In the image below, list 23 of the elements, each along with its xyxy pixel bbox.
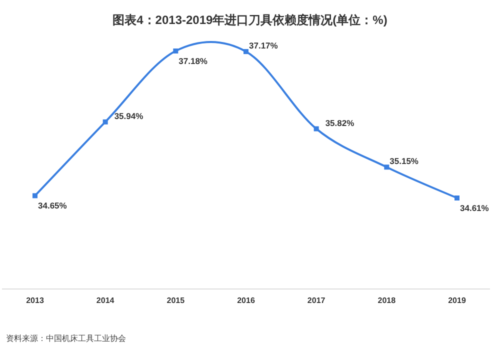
data-label: 34.65%: [38, 200, 68, 211]
data-label: 34.61%: [460, 203, 490, 213]
x-tick-label: 2014: [96, 296, 115, 305]
point: [314, 126, 319, 132]
point: [384, 164, 390, 170]
data-label: 35.82%: [325, 118, 355, 128]
x-tick-label: 2019: [448, 296, 466, 305]
data-label: 37.17%: [249, 40, 278, 51]
chart-title: 图表4：2013-2019年进口刀具依赖度情况(单位：%): [112, 13, 388, 27]
data-label: 35.94%: [114, 110, 144, 121]
data-label: 37.18%: [178, 56, 208, 66]
x-tick-label: 2016: [237, 296, 256, 305]
data-label: 35.15%: [390, 156, 419, 166]
point: [102, 119, 108, 124]
text: 资料来源：中国机床工具工业协会: [6, 334, 126, 343]
point: [173, 48, 178, 54]
point: [32, 193, 38, 198]
x-tick-label: 2015: [166, 296, 186, 305]
point: [244, 49, 248, 54]
x-tick-label: 2013: [26, 296, 44, 305]
x-tick-label: 2017: [307, 296, 326, 305]
x-tick-label: 2018: [378, 296, 396, 305]
point: [454, 196, 460, 200]
